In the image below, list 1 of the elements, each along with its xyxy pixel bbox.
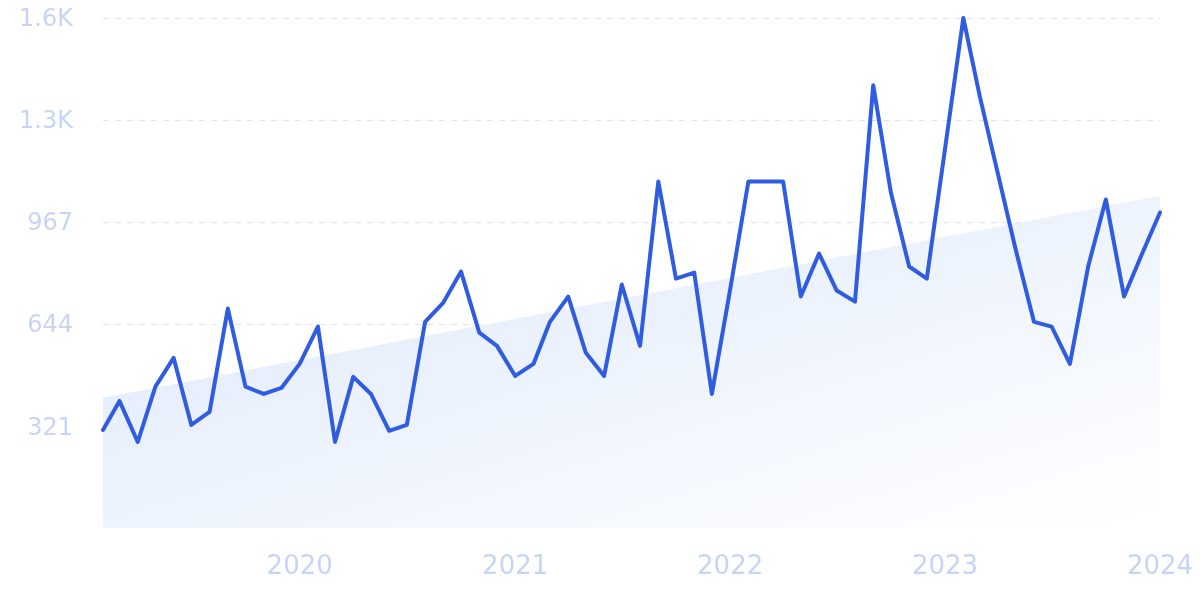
- line-series: [101, 16, 1162, 444]
